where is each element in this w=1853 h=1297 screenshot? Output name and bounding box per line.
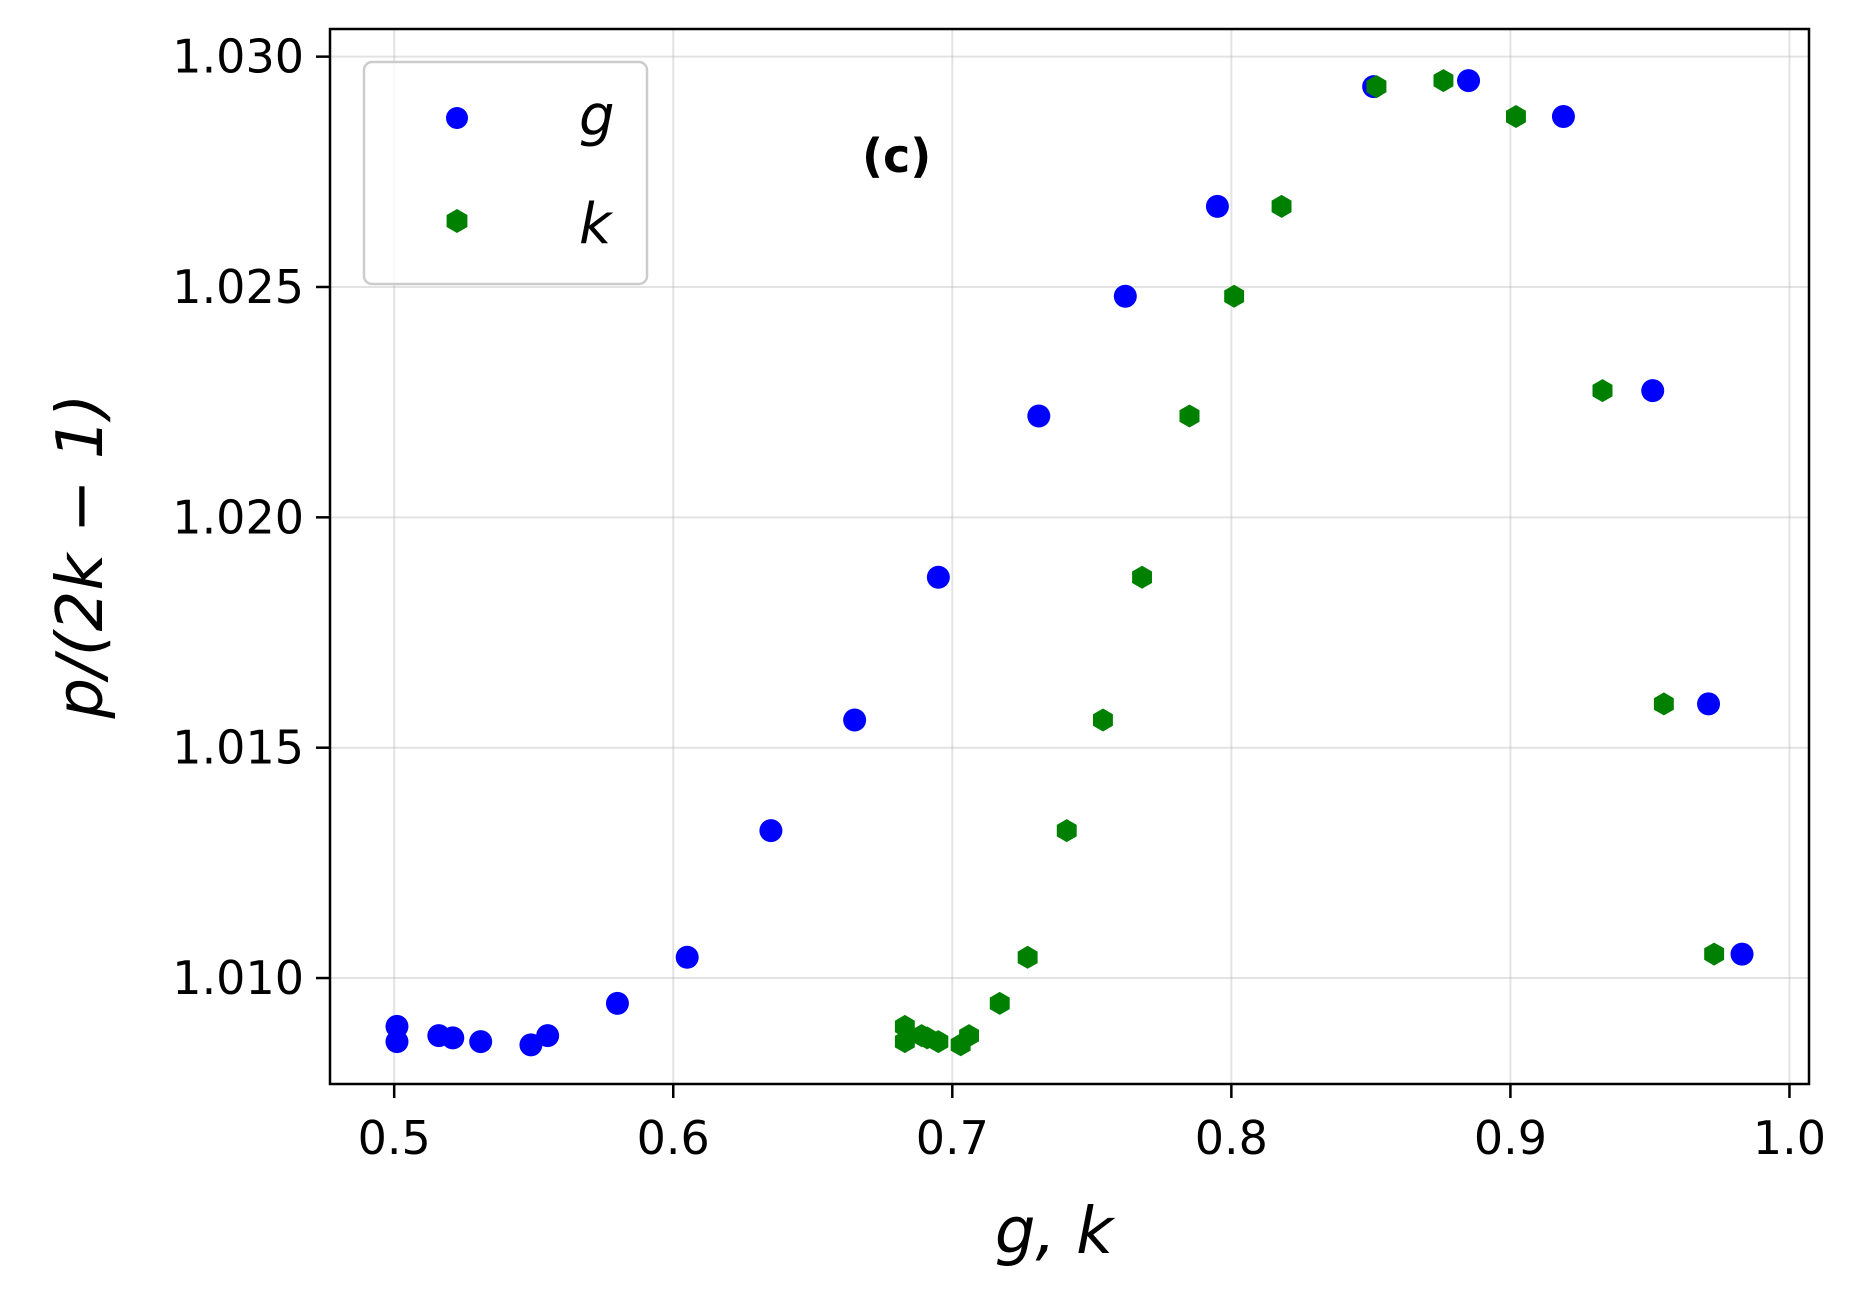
- legend-marker-k: [446, 209, 468, 233]
- data-point-g: [519, 1033, 543, 1057]
- data-point-g: [1697, 692, 1721, 716]
- data-point-k: [1179, 404, 1200, 428]
- data-point-g: [469, 1030, 493, 1054]
- legend-label-k: k: [579, 192, 614, 257]
- data-point-k: [1017, 945, 1038, 969]
- y-tick-label: 1.030: [172, 30, 304, 84]
- data-point-g: [759, 819, 783, 843]
- data-point-k: [1704, 942, 1725, 966]
- y-tick-label: 1.025: [172, 260, 304, 314]
- x-tick-label: 0.6: [637, 1111, 710, 1165]
- data-point-k: [1592, 379, 1613, 403]
- data-point-g: [1730, 942, 1754, 966]
- y-axis-title: p/(2k − 1): [44, 394, 118, 720]
- data-point-k: [1433, 69, 1454, 93]
- data-point-g: [1113, 284, 1137, 308]
- data-point-k: [1056, 819, 1077, 843]
- data-point-k: [1132, 565, 1152, 589]
- data-point-g: [441, 1026, 465, 1050]
- y-tick-label: 1.010: [172, 951, 304, 1005]
- data-point-g: [843, 708, 867, 732]
- legend-marker-g: [446, 107, 468, 129]
- data-point-k: [1366, 75, 1387, 99]
- x-tick-label: 1.0: [1753, 1111, 1826, 1165]
- data-point-g: [1641, 379, 1665, 403]
- data-point-g: [1551, 105, 1575, 129]
- legend-frame: [362, 60, 649, 286]
- axis-ticks: 0.5 0.6 0.7 0.8 0.9 1.0 1.010 1.015 1.020 1.025 1.…: [172, 30, 1826, 1165]
- data-point-k: [1271, 194, 1292, 218]
- data-point-k: [1653, 692, 1674, 716]
- data-point-k: [894, 1030, 915, 1054]
- data-point-g: [605, 991, 629, 1015]
- data-point-k: [959, 1024, 979, 1048]
- data-point-g: [926, 565, 950, 589]
- legend: g k: [362, 60, 649, 286]
- data-point-g: [1205, 194, 1229, 218]
- y-tick-label: 1.015: [172, 721, 304, 775]
- x-tick-label: 0.8: [1195, 1111, 1268, 1165]
- legend-label-g: g: [579, 84, 615, 149]
- data-point-k: [989, 991, 1010, 1015]
- data-point-g: [385, 1030, 409, 1054]
- panel-label: (c): [862, 129, 931, 183]
- data-point-k: [1093, 708, 1113, 732]
- data-point-k: [1224, 284, 1245, 308]
- grid-lines: [330, 29, 1809, 1084]
- data-point-k: [894, 1014, 915, 1038]
- plot-area-frame: [328, 27, 1811, 1086]
- data-point-g: [1457, 69, 1481, 93]
- x-tick-label: 0.9: [1474, 1111, 1547, 1165]
- x-tick-label: 0.7: [916, 1111, 989, 1165]
- data-point-g: [675, 945, 699, 969]
- data-point-k: [1506, 105, 1526, 128]
- data-points: [385, 69, 1754, 1057]
- x-axis-title: g, k: [995, 1195, 1116, 1269]
- data-point-g: [1027, 404, 1051, 428]
- data-point-k: [928, 1030, 949, 1054]
- y-tick-label: 1.020: [172, 490, 304, 544]
- x-tick-label: 0.5: [358, 1111, 431, 1165]
- data-point-g: [536, 1024, 560, 1048]
